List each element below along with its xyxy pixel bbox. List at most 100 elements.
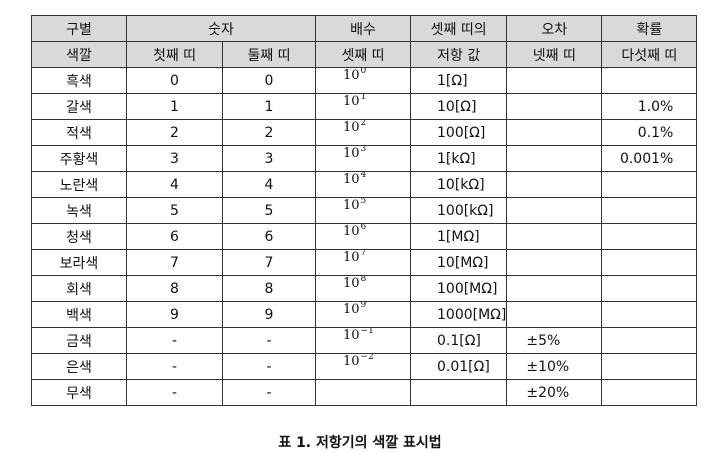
multiplier-base: 10 (343, 328, 360, 344)
multiplier-cell: 100 (315, 67, 411, 94)
multiplier-exponent: 2 (360, 119, 367, 129)
resistance-value-cell: 100[kΩ] (409, 197, 508, 224)
second-band-cell: 0 (222, 67, 316, 94)
color-name-cell: 회색 (31, 275, 127, 302)
first-band-cell: - (126, 353, 223, 380)
second-band-cell: 5 (222, 197, 316, 224)
color-name-cell: 주황색 (31, 145, 127, 172)
multiplier-cell: 103 (315, 145, 411, 172)
tolerance-cell (506, 67, 603, 94)
color-name-cell: 노란색 (31, 171, 127, 198)
first-band-cell: 4 (126, 171, 223, 198)
header-cell: 저항 값 (409, 41, 508, 68)
table-row: 노란색 4 4 104 10[kΩ] (31, 171, 698, 198)
table-caption: 표 1. 저항기의 색깔 표시법 (278, 435, 442, 451)
tolerance-cell (506, 171, 603, 198)
resistance-value-cell: 100[Ω] (409, 119, 508, 146)
tolerance-cell: ±5% (506, 327, 603, 354)
resistance-value-cell: 0.1[Ω] (409, 327, 508, 354)
multiplier-base: 10 (343, 198, 360, 214)
tolerance-cell (506, 301, 603, 328)
header-cell: 오차 (506, 15, 603, 42)
multiplier-base: 10 (343, 172, 360, 188)
second-band-cell: 9 (222, 301, 316, 328)
multiplier-cell: 109 (315, 301, 411, 328)
header-cell: 다섯째 띠 (601, 41, 698, 68)
table-row: 백색 9 9 109 1000[MΩ] (31, 301, 698, 328)
probability-cell: 0.001% (601, 145, 698, 172)
probability-cell (601, 249, 698, 276)
multiplier-cell: 106 (315, 223, 411, 250)
second-band-cell: - (222, 327, 316, 354)
second-band-cell: 8 (222, 275, 316, 302)
probability-cell (601, 197, 698, 224)
first-band-cell: 9 (126, 301, 223, 328)
multiplier-exponent: 9 (360, 301, 367, 311)
multiplier-exponent: 1 (360, 93, 367, 103)
multiplier-cell: 102 (315, 119, 411, 146)
multiplier-cell: 107 (315, 249, 411, 276)
tolerance-cell (506, 249, 603, 276)
resistance-value-cell: 10[MΩ] (409, 249, 508, 276)
table-row: 무색 - - ±20% (31, 379, 698, 406)
table-row: 청색 6 6 106 1[MΩ] (31, 223, 698, 250)
second-band-cell: 1 (222, 93, 316, 120)
probability-cell (601, 223, 698, 250)
probability-cell: 1.0% (601, 93, 698, 120)
multiplier-cell: 101 (315, 93, 411, 120)
color-name-cell: 적색 (31, 119, 127, 146)
first-band-cell: 5 (126, 197, 223, 224)
color-name-cell: 녹색 (31, 197, 127, 224)
probability-cell (601, 275, 698, 302)
tolerance-cell: ±10% (506, 353, 603, 380)
header-row-2: 색깔 첫째 띠 둘째 띠 셋째 띠 저항 값 넷째 띠 다섯째 띠 (31, 41, 698, 68)
table-row: 보라색 7 7 107 10[MΩ] (31, 249, 698, 276)
second-band-cell: - (222, 353, 316, 380)
multiplier-cell: 104 (315, 171, 411, 198)
multiplier-cell: 10−1 (315, 327, 411, 354)
resistance-value-cell: 1[Ω] (409, 67, 508, 94)
resistance-value-cell: 10[Ω] (409, 93, 508, 120)
second-band-cell: 3 (222, 145, 316, 172)
resistance-value-cell: 1000[MΩ] (409, 301, 508, 328)
header-cell: 구별 (31, 15, 127, 42)
multiplier-exponent: −1 (360, 327, 374, 337)
second-band-cell: 7 (222, 249, 316, 276)
resistance-value-cell: 0.01[Ω] (409, 353, 508, 380)
first-band-cell: 8 (126, 275, 223, 302)
second-band-cell: - (222, 379, 316, 406)
color-name-cell: 갈색 (31, 93, 127, 120)
tolerance-cell (506, 145, 603, 172)
first-band-cell: 7 (126, 249, 223, 276)
first-band-cell: 2 (126, 119, 223, 146)
header-cell: 확률 (601, 15, 698, 42)
table-row: 은색 - -10−2 0.01[Ω] ±10% (31, 353, 698, 380)
first-band-cell: 6 (126, 223, 223, 250)
probability-cell (601, 379, 698, 406)
multiplier-exponent: 6 (360, 223, 367, 233)
table-row: 회색 8 8 108 100[MΩ] (31, 275, 698, 302)
header-cell: 넷째 띠 (506, 41, 603, 68)
color-name-cell: 보라색 (31, 249, 127, 276)
header-cell: 숫자 (126, 15, 316, 42)
color-name-cell: 흑색 (31, 67, 127, 94)
header-cell: 첫째 띠 (126, 41, 223, 68)
resistance-value-cell: 1[MΩ] (409, 223, 508, 250)
second-band-cell: 4 (222, 171, 316, 198)
first-band-cell: 3 (126, 145, 223, 172)
resistor-color-code-table: 구별 숫자 배수 셋째 띠의 오차 확률 색깔 첫째 띠 둘째 띠 셋째 띠 저… (31, 15, 698, 406)
table-row: 적색 2 2 102 100[Ω] 0.1% (31, 119, 698, 146)
multiplier-cell: 108 (315, 275, 411, 302)
resistance-value-cell: 1[kΩ] (409, 145, 508, 172)
probability-cell (601, 171, 698, 198)
probability-cell (601, 353, 698, 380)
multiplier-exponent: 3 (360, 145, 367, 155)
multiplier-exponent: 4 (360, 171, 367, 181)
multiplier-cell: 10−2 (315, 353, 411, 380)
tolerance-cell (506, 223, 603, 250)
multiplier-exponent: 5 (360, 197, 367, 207)
color-name-cell: 은색 (31, 353, 127, 380)
multiplier-exponent: −2 (360, 353, 374, 363)
table-row: 갈색 1 1 101 10[Ω] 1.0% (31, 93, 698, 120)
multiplier-base: 10 (343, 250, 360, 266)
